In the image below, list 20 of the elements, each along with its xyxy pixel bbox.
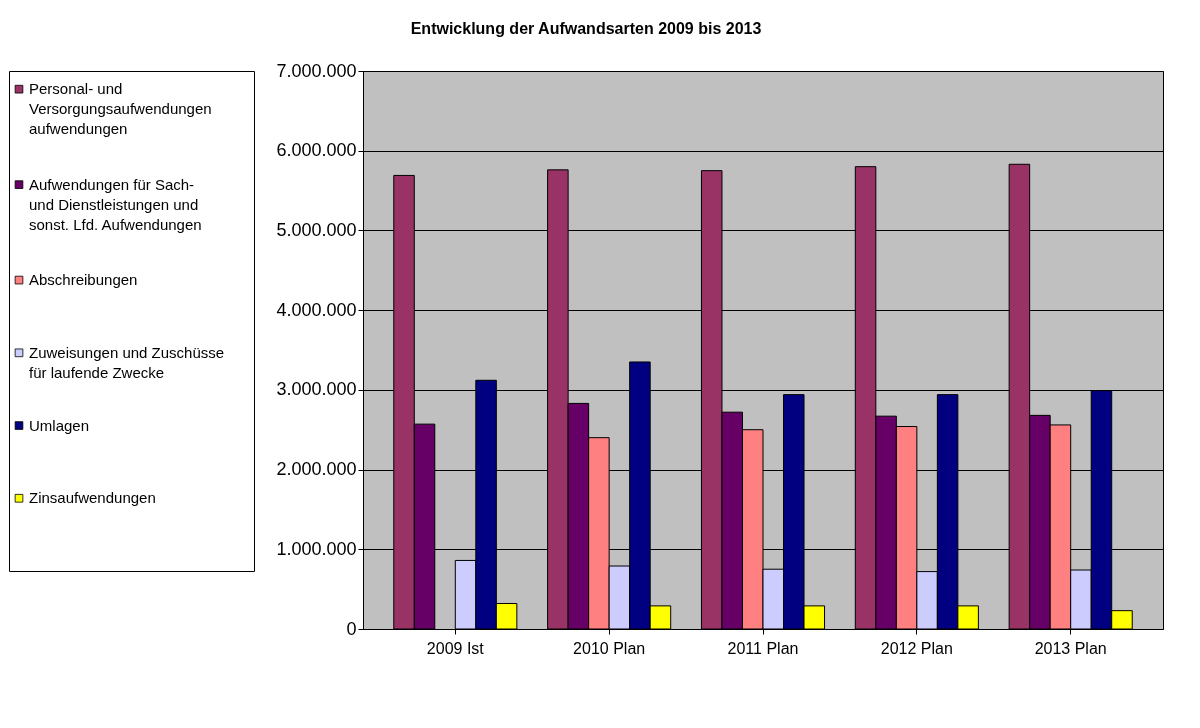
y-tick-label: 5.000.000: [276, 219, 357, 240]
x-tick-label: 2012 Plan: [880, 639, 953, 657]
y-tick-label: 4.000.000: [276, 299, 357, 320]
legend-label: Aufwendungen für Sach- und Dienstleistungen und sonst. Lfd. Aufwendungen: [29, 175, 202, 233]
legend-label: Abschreibungen: [29, 271, 138, 289]
chart-title: Entwicklung der Aufwandsarten 2009 bis 2013: [410, 19, 762, 37]
x-tick-label: 2009 Ist: [426, 639, 485, 657]
legend-label: Umlagen: [29, 416, 90, 434]
x-tick-label: 2010 Plan: [573, 639, 646, 657]
y-tick-label: 3.000.000: [276, 379, 357, 400]
legend-label: Zuweisungen und Zuschüsse für laufende Zwecke: [29, 343, 225, 381]
x-tick-label: 2011 Plan: [727, 639, 799, 657]
y-tick-label: 2.000.000: [276, 459, 357, 480]
legend-label: Zinsaufwendungen: [29, 489, 156, 507]
legend-label: Personal- und Versorgungsaufwendungen aufwendungen: [29, 80, 212, 138]
y-tick-label: 0: [346, 618, 357, 639]
y-tick-label: 6.000.000: [276, 140, 357, 161]
y-tick-label: 7.000.000: [276, 60, 357, 81]
x-tick-label: 2013 Plan: [1034, 639, 1107, 657]
y-tick-label: 1.000.000: [276, 538, 357, 559]
